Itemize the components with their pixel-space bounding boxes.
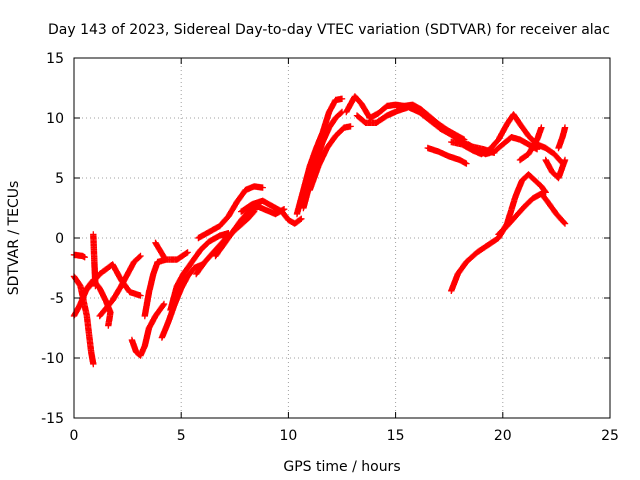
series-track-26 xyxy=(555,124,569,152)
x-tick-label: 0 xyxy=(70,428,79,444)
series-track-16 xyxy=(293,95,346,218)
series-track-18 xyxy=(306,123,354,194)
marker-track xyxy=(152,239,168,261)
series-track-9 xyxy=(152,239,168,261)
marker-track xyxy=(306,123,354,194)
grid-lines xyxy=(74,58,610,418)
x-axis-label: GPS time / hours xyxy=(283,459,400,475)
marker-track xyxy=(96,252,144,320)
series-track-15 xyxy=(238,197,305,227)
marker-track xyxy=(128,300,168,359)
x-tick-label: 25 xyxy=(601,428,619,444)
marker-track xyxy=(70,251,88,261)
y-tick-label: 10 xyxy=(46,111,64,127)
x-tick-label: 20 xyxy=(494,428,512,444)
marker-track xyxy=(293,95,346,218)
series-track-21 xyxy=(424,144,470,167)
series-track-8 xyxy=(141,249,191,320)
series-track-7 xyxy=(128,300,168,359)
marker-track xyxy=(542,156,569,182)
series-track-11 xyxy=(167,230,232,314)
y-tick-label: 5 xyxy=(55,171,64,187)
x-tick-label: 5 xyxy=(177,428,186,444)
series-track-24 xyxy=(516,124,545,164)
marker-track xyxy=(555,124,569,152)
series-track-1 xyxy=(70,273,97,368)
marker-track xyxy=(238,197,305,227)
series-track-13 xyxy=(195,183,266,242)
marker-track xyxy=(212,203,288,260)
y-tick-label: 15 xyxy=(46,51,64,67)
y-tick-label: -10 xyxy=(41,351,64,367)
marker-track xyxy=(495,190,569,238)
axis-ticks: 0 5 10 15 20 25 -15 -10 -5 0 5 10 15 xyxy=(41,51,619,444)
y-tick-label: 0 xyxy=(55,231,64,247)
marker-track xyxy=(516,124,545,164)
x-tick-label: 15 xyxy=(387,428,405,444)
x-tick-label: 10 xyxy=(279,428,297,444)
marker-track xyxy=(70,273,97,368)
marker-track xyxy=(195,183,266,242)
y-tick-label: -5 xyxy=(50,291,64,307)
series-track-5 xyxy=(70,251,88,261)
marker-track xyxy=(141,249,191,320)
series-track-14 xyxy=(212,203,288,260)
series-track-6 xyxy=(96,252,144,320)
data-points xyxy=(70,93,569,368)
y-axis-label: SDTVAR / TECUs xyxy=(6,181,22,296)
chart-title: Day 143 of 2023, Sidereal Day-to-day VTE… xyxy=(48,22,610,38)
y-tick-label: -15 xyxy=(41,411,64,427)
series-track-28 xyxy=(495,190,569,238)
marker-track xyxy=(167,230,232,314)
marker-track xyxy=(424,144,470,167)
series-track-25 xyxy=(542,156,569,182)
